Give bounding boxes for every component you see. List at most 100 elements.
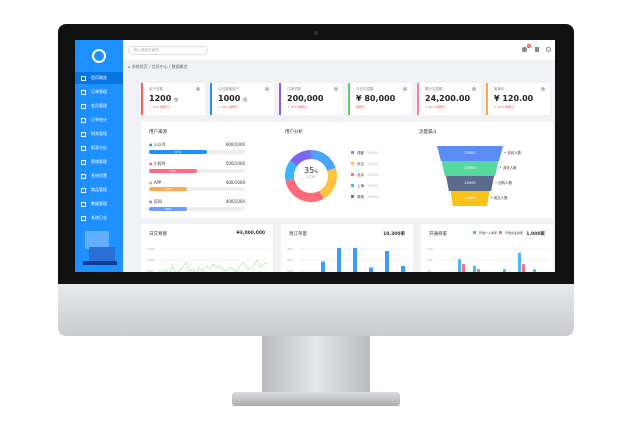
monitor-base [232, 392, 400, 406]
progress-bar: 40% [149, 187, 245, 191]
weekly-panel: 周订单量 10,300单 300 200 100 [281, 224, 413, 272]
progress-bar: 60% [149, 150, 245, 154]
weekly-bar [385, 251, 389, 272]
members-panel: 开通商家 开通个人商家 开通企业商家 1,000家 150 100 50 [421, 224, 553, 272]
members-bar-b [462, 264, 465, 272]
donut-legend-item: 其他 10000 [351, 195, 378, 200]
search-input[interactable]: 输入搜索关键词 [128, 46, 208, 55]
y-tick: 100 [427, 258, 433, 262]
sidebar-item[interactable]: 系统日志 [75, 212, 123, 224]
daily-title: 日交易额 [149, 232, 167, 237]
nav-icon [81, 145, 86, 151]
donut-slice [289, 150, 311, 167]
stat-card: 今日新增用户 1000 位 ↑ 10% 较昨日 [210, 83, 274, 115]
y-tick: 1500 [147, 247, 155, 251]
dashboard-screen: 首页概览订单管理会员管理订单统计财务管理报表分析营销管理系统设置商品管理数据管理… [75, 40, 555, 272]
weekly-bar [353, 248, 357, 272]
stat-card: 订单总数 200,000 ↑ 10% 较昨日 [279, 83, 343, 115]
weekly-bar [337, 248, 341, 272]
lock-icon[interactable] [535, 47, 539, 52]
gear-icon[interactable] [546, 47, 551, 52]
weekly-title: 周订单量 [289, 232, 307, 237]
top-bar: 输入搜索关键词 6 [123, 40, 555, 60]
funnel-title: 流量漏斗 [419, 130, 437, 135]
sidebar: 首页概览订单管理会员管理订单统计财务管理报表分析营销管理系统设置商品管理数据管理… [75, 40, 123, 272]
y-tick: 200 [287, 258, 293, 262]
donut-slice [285, 160, 298, 181]
notification-badge: 6 [527, 44, 531, 48]
members-bar-a [458, 259, 461, 272]
members-bar-a [533, 269, 536, 272]
info-icon[interactable] [403, 87, 407, 91]
user-dist-title: 用户分析 [285, 130, 303, 135]
members-bar-b [522, 264, 525, 272]
nav-icon [81, 89, 86, 95]
weekly-bar-chart: 300 200 100 [287, 247, 407, 272]
sidebar-item[interactable]: 报表分析 [75, 142, 123, 154]
nav-icon [81, 117, 86, 123]
user-source-title: 用户来源 [149, 130, 167, 135]
home-icon: ⌂ [128, 64, 132, 69]
funnel-stage: 20000 [437, 146, 503, 161]
bell-icon[interactable] [522, 47, 527, 52]
sidebar-item[interactable]: 系统设置 [75, 170, 123, 182]
donut-slice [285, 179, 324, 202]
daily-line [158, 259, 268, 272]
info-icon[interactable] [196, 87, 200, 91]
source-row: ● 官网 400/1000 40% [149, 199, 245, 211]
y-tick: 50 [427, 269, 431, 272]
members-title: 开通商家 [429, 232, 447, 237]
sidebar-item[interactable]: 财务管理 [75, 128, 123, 140]
members-total: 1,000家 [526, 232, 545, 237]
sidebar-item[interactable]: 首页概览 [75, 72, 123, 84]
crumb-item[interactable]: / 信息中心 [149, 64, 168, 69]
weekly-bar [369, 267, 373, 272]
sidebar-item[interactable]: 数据管理 [75, 198, 123, 210]
middle-panel: 用户来源 ● 公众号 600/1000 60% ● 小程序 500/1000 50% ● A… [141, 122, 553, 218]
breadcrumb: ⌂ 系统首页 / 信息中心 / 数据概览 [128, 64, 188, 70]
funnel-label: • 成交人数 [490, 196, 508, 200]
sidebar-item[interactable]: 订单管理 [75, 86, 123, 98]
stat-card: 今日交易额 ¥ 80,000 较昨日 [348, 83, 412, 115]
donut-center: 35% 3120 [304, 166, 318, 179]
info-icon[interactable] [265, 87, 269, 91]
source-row: ● APP 400/1000 40% [149, 180, 245, 191]
camera [314, 31, 318, 35]
info-icon[interactable] [334, 87, 338, 91]
donut-slice [319, 167, 337, 199]
info-icon[interactable] [472, 87, 476, 91]
stat-card: 累计交易额 24,200.00 ↓ 20% 较昨日 [417, 83, 481, 115]
funnel-label: • 加购人数 [495, 181, 513, 185]
source-row: ● 公众号 600/1000 60% [149, 142, 245, 154]
nav-icon [81, 159, 86, 165]
sidebar-item[interactable]: 商品管理 [75, 184, 123, 196]
sidebar-item[interactable]: 会员管理 [75, 100, 123, 112]
donut-chart [285, 150, 337, 202]
members-bar-b [477, 269, 480, 272]
nav-icon [81, 187, 86, 193]
daily-panel: 日交易额 ¥3,000,000 1500 1000 500 [141, 224, 273, 272]
monitor-chin [58, 284, 574, 336]
sidebar-item[interactable]: 订单统计 [75, 114, 123, 126]
nav-icon [81, 103, 86, 109]
info-icon[interactable] [541, 87, 545, 91]
y-tick: 300 [287, 247, 293, 251]
illustration [83, 231, 117, 265]
crumb-item: / 数据概览 [169, 64, 188, 69]
donut-legend-item: 北京 10000 [351, 173, 378, 178]
weekly-bar [401, 266, 405, 272]
stat-card: 客单价 ¥ 120.00 ↑ 10% 较昨日 [486, 83, 550, 115]
nav-icon [81, 75, 86, 81]
funnel-label: • 访问人数 [504, 151, 522, 155]
funnel-stage: 14000 [450, 191, 490, 206]
members-bar-a [503, 269, 506, 272]
crumb-item[interactable]: 系统首页 [131, 64, 148, 69]
logo-target-icon [92, 49, 106, 63]
daily-line-chart: 1500 1000 500 [147, 247, 268, 272]
y-tick: 100 [287, 269, 293, 272]
progress-bar: 40% [149, 207, 245, 211]
sidebar-item[interactable]: 营销管理 [75, 156, 123, 168]
donut-legend-item: 武汉 10000 [351, 162, 378, 167]
donut-slice [311, 150, 336, 171]
stat-card: 用户总数 1200 位 ↑ 10% 较昨日 [141, 83, 205, 115]
